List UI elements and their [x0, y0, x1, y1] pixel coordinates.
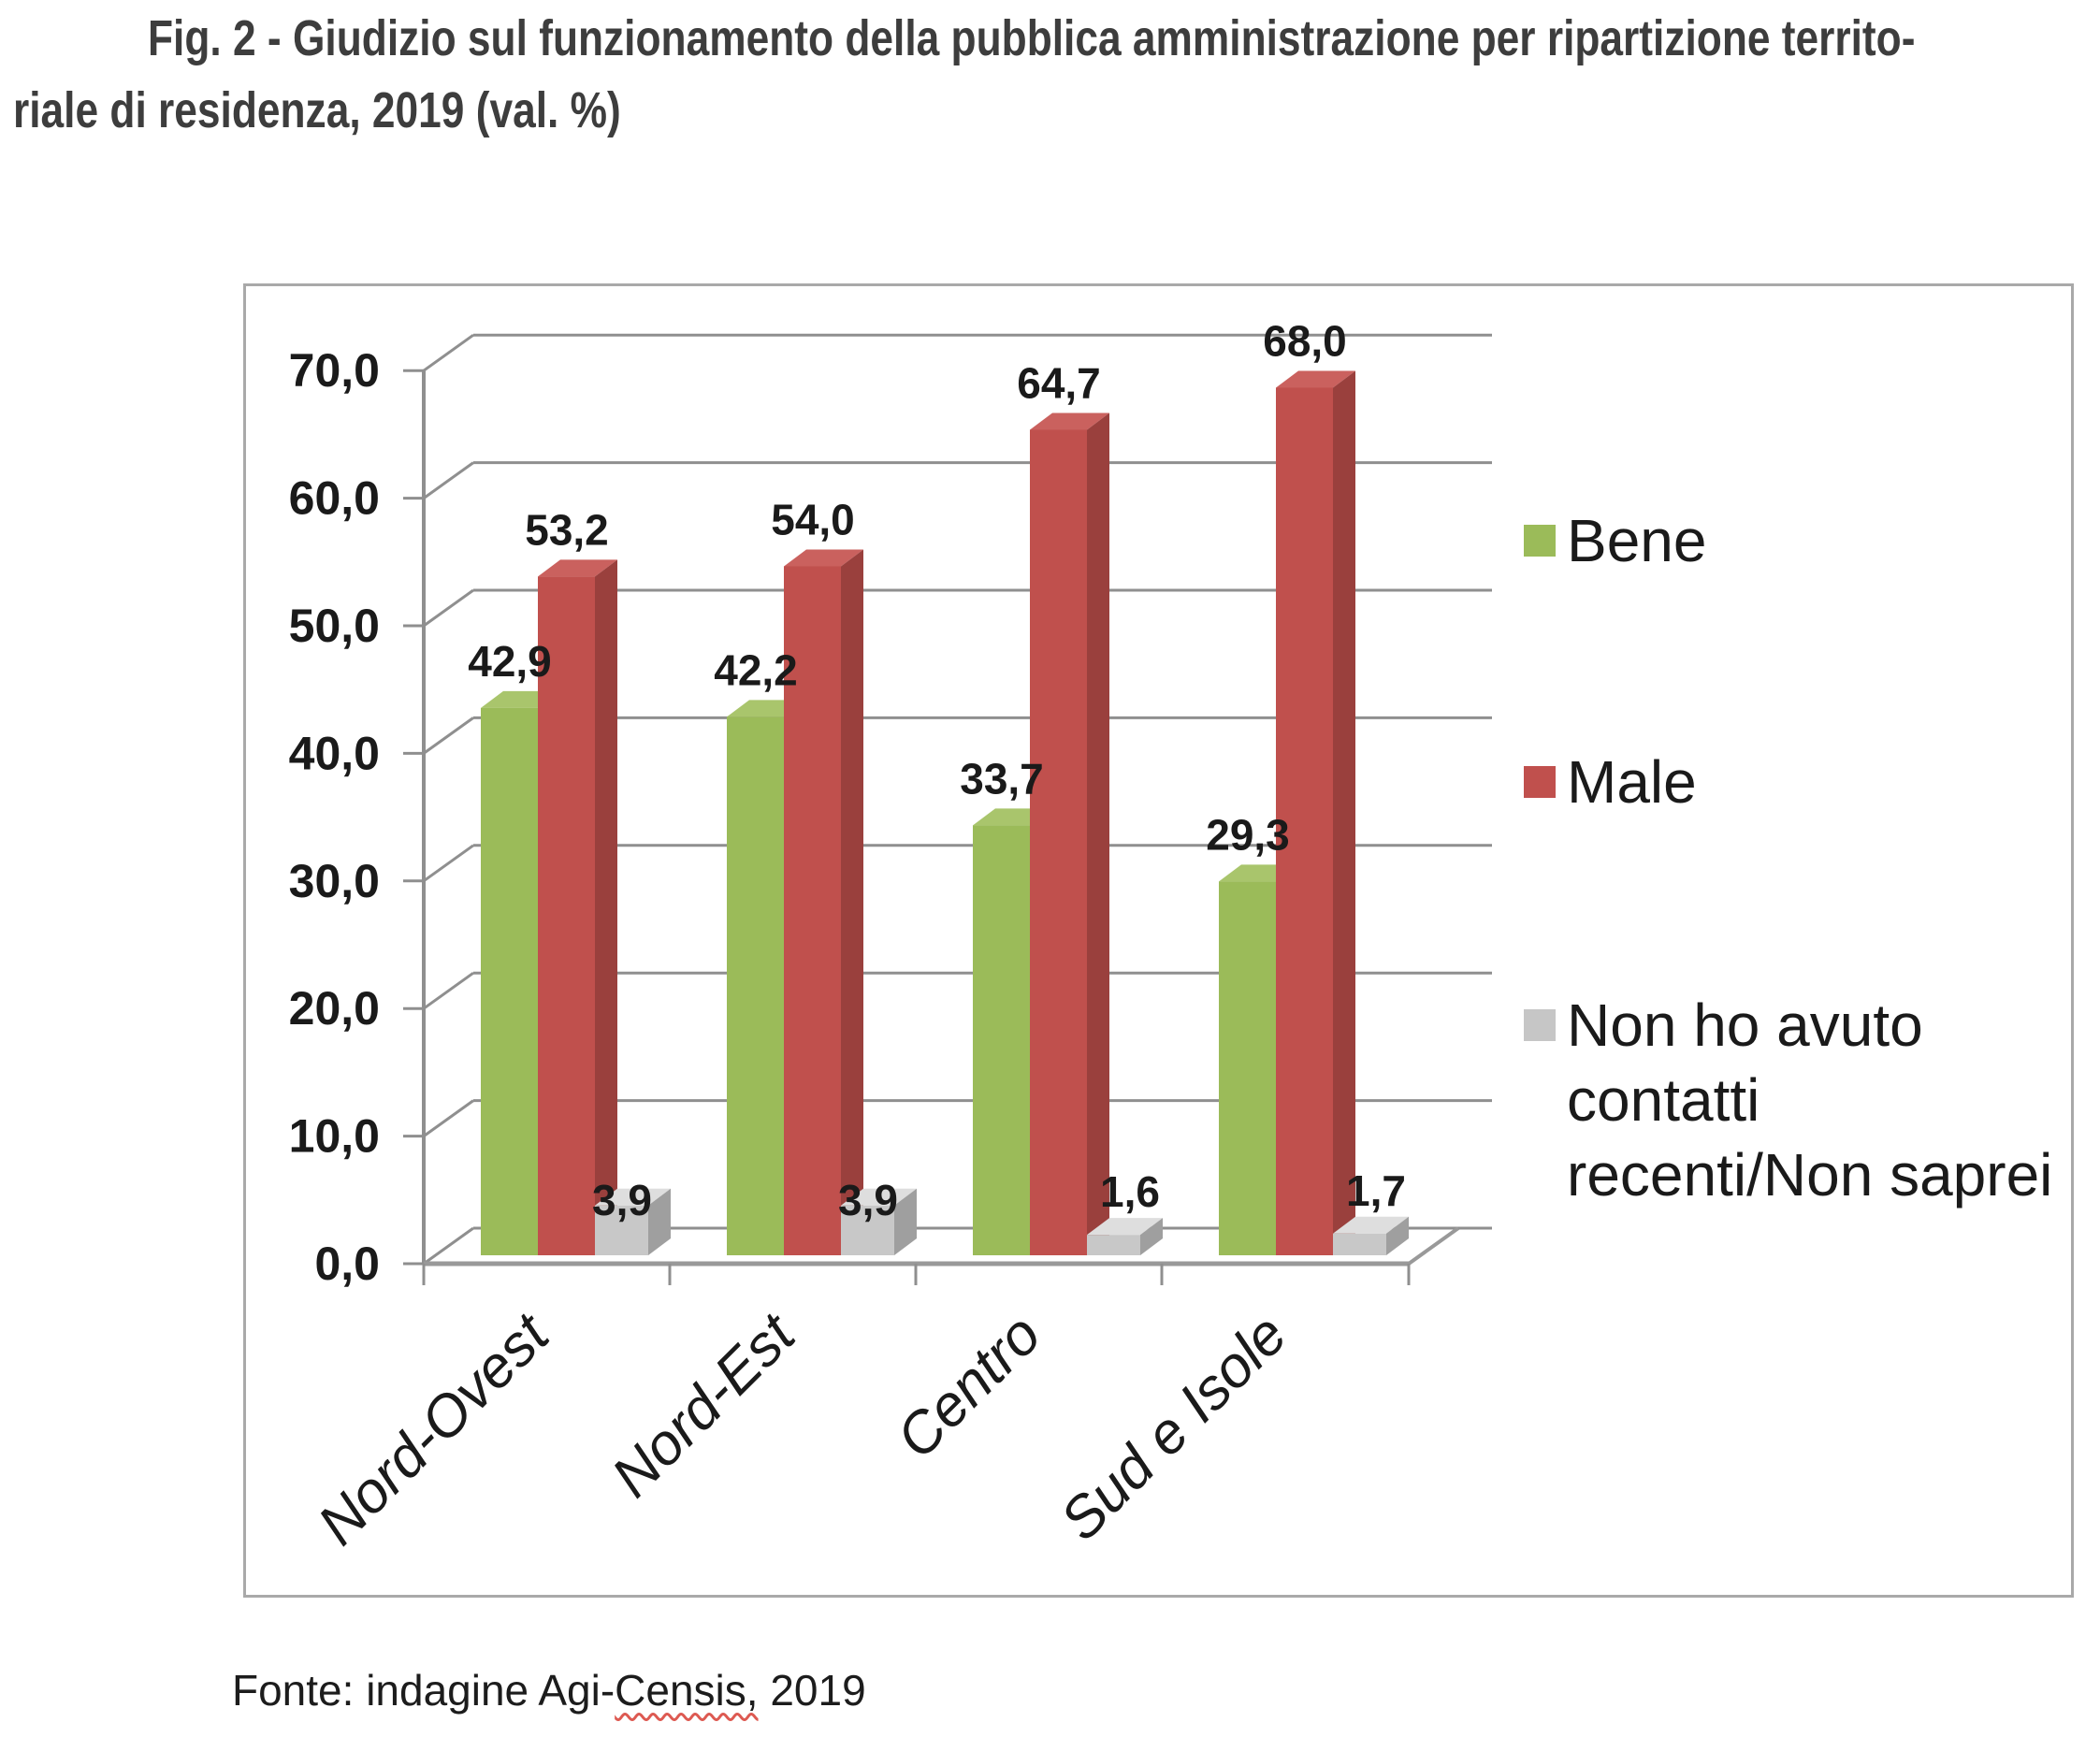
bar-male-nord-est-side	[841, 549, 863, 1255]
bar-non-ho-avuto-contatti-re-sud-e-isole-top	[1333, 1216, 1409, 1234]
bar-male-nord-est-top	[784, 549, 863, 567]
value-label-non-ho-avuto-contatti-re-nord-est: 3,9	[838, 1176, 898, 1224]
y-axis-label: 40,0	[289, 727, 380, 779]
bar-non-ho-avuto-contatti-re-nord-est	[841, 1205, 894, 1255]
x-axis-label-sud-e-isole: Sud e Isole	[1049, 1302, 1299, 1553]
value-label-non-ho-avuto-contatti-re-centro: 1,6	[1100, 1167, 1160, 1216]
bar-non-ho-avuto-contatti-re-centro-side	[1140, 1218, 1163, 1255]
legend-swatch-non-ho-avuto	[1524, 1009, 1556, 1041]
x-axis-label-nord-ovest: Nord-Ovest	[306, 1300, 563, 1557]
legend-label-non-ho-avuto: recenti/Non saprei	[1567, 1141, 2052, 1209]
figure-title-line-2: riale di residenza, 2019 (val. %)	[13, 82, 621, 138]
bar-non-ho-avuto-contatti-re-sud-e-isole-side	[1386, 1216, 1409, 1255]
value-label-male-sud-e-isole: 68,0	[1263, 316, 1347, 365]
bar-male-centro-top	[1030, 413, 1109, 430]
legend-label-non-ho-avuto: contatti	[1567, 1066, 1760, 1134]
x-axis-label-nord-est: Nord-Est	[600, 1300, 809, 1510]
floor-right-edge	[1407, 1226, 1460, 1266]
gridline-diagonal	[423, 588, 474, 628]
bar-bene-centro	[973, 825, 1030, 1255]
source-note: Fonte: indagine Agi-Censis, 2019	[232, 1665, 866, 1715]
y-axis-label: 10,0	[289, 1110, 380, 1163]
bar-non-ho-avuto-contatti-re-nord-est-side	[894, 1188, 917, 1255]
legend-label-male: Male	[1567, 748, 1697, 816]
y-axis-label: 60,0	[289, 472, 380, 525]
gridline-diagonal	[423, 717, 474, 755]
source-prefix: Fonte: indagine Agi-	[232, 1666, 616, 1715]
bar-male-sud-e-isole-top	[1276, 370, 1355, 388]
value-label-non-ho-avuto-contatti-re-sud-e-isole: 1,7	[1346, 1166, 1406, 1215]
y-axis-label: 50,0	[289, 600, 380, 652]
value-label-male-centro: 64,7	[1017, 358, 1101, 407]
y-axis-label: 30,0	[289, 855, 380, 907]
bar-non-ho-avuto-contatti-re-centro-top	[1087, 1218, 1163, 1236]
bar-non-ho-avuto-contatti-re-nord-est-top	[841, 1188, 917, 1206]
bar-male-sud-e-isole-side	[1333, 370, 1355, 1256]
bar-bene-nord-est	[727, 717, 784, 1255]
figure-title-line-1: Fig. 2 - Giudizio sul funzionamento dell…	[148, 10, 1916, 66]
value-label-bene-nord-ovest: 42,9	[468, 637, 552, 686]
value-label-male-nord-est: 54,0	[771, 495, 855, 543]
value-label-bene-nord-est: 42,2	[714, 645, 798, 694]
bar-non-ho-avuto-contatti-re-nord-ovest	[595, 1205, 648, 1255]
value-label-male-nord-ovest: 53,2	[525, 505, 609, 554]
y-axis-label: 70,0	[289, 344, 380, 397]
source-spellcheck-word: Censis,	[615, 1666, 759, 1715]
bar-non-ho-avuto-contatti-re-nord-ovest-top	[595, 1188, 671, 1206]
gridline-diagonal	[423, 844, 474, 883]
gridline-diagonal	[423, 1226, 474, 1266]
bar-male-nord-ovest	[538, 576, 595, 1255]
bar-chart-3d: 0,0 10,0 20,0 30,0 40,0 50,0 60,0 70,0 42,9 53,2 3…	[289, 316, 2053, 1557]
x-axis-label-centro: Centro	[885, 1302, 1053, 1470]
bar-male-centro	[1030, 429, 1087, 1255]
gridline-diagonal	[423, 461, 474, 499]
gridline-diagonal	[423, 1099, 474, 1137]
y-axis-label: 20,0	[289, 982, 380, 1035]
bar-male-sud-e-isole	[1276, 387, 1333, 1256]
legend-label-non-ho-avuto: Non ho avuto	[1567, 992, 1923, 1059]
legend-swatch-bene	[1524, 525, 1556, 557]
bar-non-ho-avuto-contatti-re-centro	[1087, 1235, 1140, 1255]
value-label-bene-sud-e-isole: 29,3	[1206, 810, 1290, 859]
bar-male-nord-ovest-side	[595, 559, 617, 1255]
value-label-non-ho-avuto-contatti-re-nord-ovest: 3,9	[592, 1176, 652, 1224]
bar-male-nord-ovest-top	[538, 559, 617, 577]
legend-swatch-male	[1524, 766, 1556, 798]
gridline-diagonal	[423, 333, 474, 372]
bar-bene-sud-e-isole	[1219, 881, 1276, 1255]
bar-non-ho-avuto-contatti-re-sud-e-isole	[1333, 1233, 1386, 1255]
value-label-bene-centro: 33,7	[960, 754, 1044, 803]
bar-non-ho-avuto-contatti-re-nord-ovest-side	[648, 1188, 671, 1255]
bar-male-centro-side	[1087, 413, 1109, 1255]
gridline-diagonal	[423, 971, 474, 1010]
bar-male-nord-est	[784, 566, 841, 1255]
y-axis-label: 0,0	[314, 1238, 380, 1290]
bar-bene-nord-ovest	[481, 707, 538, 1255]
legend-label-bene: Bene	[1567, 507, 1706, 574]
chart-frame: 0,0 10,0 20,0 30,0 40,0 50,0 60,0 70,0 42,9 53,2 3…	[243, 283, 2074, 1598]
source-suffix: 2019	[758, 1666, 866, 1715]
